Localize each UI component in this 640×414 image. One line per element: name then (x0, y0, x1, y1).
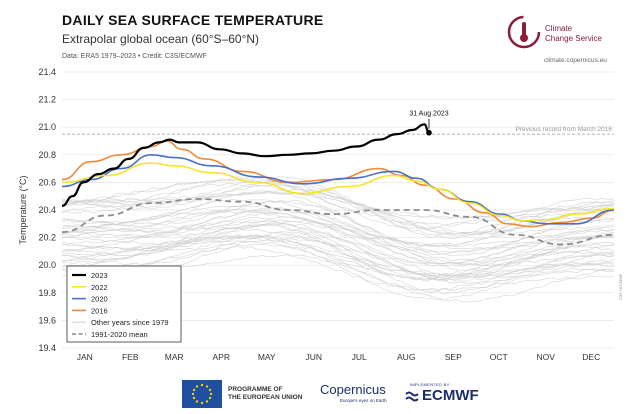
brand-name: Climate Change Service (545, 24, 623, 44)
side-credit: C3S / ECMWF (618, 273, 623, 300)
other-year-line (61, 179, 615, 220)
legend-label: 1991-2020 mean (91, 330, 148, 339)
x-tick-label-aug: AUG (397, 352, 415, 362)
other-year-line (61, 236, 615, 278)
chart-subtitle: Extrapolar global ocean (60°S–60°N) (62, 32, 260, 46)
other-year-line (61, 204, 615, 248)
y-tick-label: 21.2 (38, 95, 56, 105)
ecmwf-implemented-by: IMPLEMENTED BY (410, 382, 450, 387)
ecmwf-logo: ECMWF (422, 387, 479, 404)
climate-change-service-logo[interactable]: Climate Change Service climate.copernicu… (506, 14, 626, 64)
series-line-2023 (61, 123, 430, 207)
y-tick-label: 20.8 (38, 150, 56, 160)
other-year-line (61, 210, 615, 250)
other-year-line (61, 223, 615, 277)
other-year-line (62, 224, 615, 282)
other-year-line (61, 210, 615, 265)
y-axis-label: Temperature (°C) (18, 175, 28, 244)
other-year-line (61, 175, 615, 236)
y-tick-label: 19.6 (38, 315, 56, 325)
other-year-line (61, 191, 614, 237)
series-line-1991-2020-mean (61, 198, 615, 246)
legend-box (66, 265, 182, 343)
x-tick-label-oct: OCT (490, 352, 508, 362)
x-tick-label-feb: FEB (122, 352, 139, 362)
brand-name-line1: Climate (545, 24, 573, 33)
brand-url[interactable]: climate.copernicus.eu (544, 57, 607, 64)
y-tick-label: 20.2 (38, 233, 56, 243)
other-year-line (61, 231, 615, 279)
last-point-marker (426, 129, 432, 136)
y-tick-label: 20.6 (38, 177, 56, 187)
ecmwf-wave-icon (405, 391, 419, 402)
eu-line1: PROGRAMME OF (228, 386, 283, 393)
x-tick-label-sep: SEP (445, 352, 462, 362)
x-tick-label-jul: JUL (352, 352, 367, 362)
other-year-line (61, 245, 615, 292)
other-year-line (61, 208, 615, 253)
x-tick-label-may: MAY (258, 352, 276, 362)
y-tick-label: 20.0 (38, 260, 56, 270)
eu-line2: THE EUROPEAN UNION (228, 394, 303, 401)
other-year-line (61, 240, 615, 282)
footer-logos: PROGRAMME OF THE EUROPEAN UNION Copernic… (0, 378, 640, 410)
eu-flag-icon (182, 380, 222, 408)
x-tick-label-jun: JUN (305, 352, 322, 362)
eu-programme-text: PROGRAMME OF THE EUROPEAN UNION (228, 386, 302, 402)
series-line-2022 (61, 162, 615, 222)
copernicus-logo: Copernicus (320, 382, 386, 397)
x-tick-label-apr: APR (212, 352, 229, 362)
x-tick-label-nov: NOV (537, 352, 556, 362)
legend-label: 2022 (91, 283, 108, 292)
brand-name-line2: Change Service (545, 34, 602, 43)
copernicus-tagline: Europe's eyes on Earth (340, 398, 387, 403)
y-tick-label: 19.8 (38, 288, 56, 298)
other-year-line (61, 234, 615, 276)
previous-record-label: Previous record from March 2016 (516, 126, 613, 133)
annotation-label: 31 Aug 2023 (409, 111, 448, 118)
data-source: Data: ERA5 1979–2023 • Credit: C3S/ECMWF (62, 53, 207, 60)
sst-line-chart: 19.4 19.6 19.8 20.0 20.2 20.4 20.6 20.8 21.0 21.2… (18, 67, 615, 362)
other-year-line (61, 223, 615, 279)
thermometer-globe-icon (507, 15, 541, 49)
legend-label: 2023 (91, 271, 108, 280)
x-tick-label-mar: MAR (165, 352, 184, 362)
other-year-line (61, 177, 615, 220)
x-tick-label-dec: DEC (582, 352, 600, 362)
legend-label: 2016 (91, 306, 108, 315)
other-year-line (61, 216, 615, 262)
legend-label: Other years since 1979 (91, 318, 169, 327)
legend-label: 2020 (91, 295, 108, 304)
y-tick-label: 21.0 (38, 122, 56, 132)
y-tick-label: 19.4 (38, 343, 56, 353)
y-tick-label: 20.4 (38, 205, 56, 215)
other-year-line (61, 209, 615, 265)
y-tick-label: 21.4 (38, 67, 56, 77)
series-line-2016 (61, 140, 615, 228)
chart-title: DAILY SEA SURFACE TEMPERATURE (62, 12, 324, 28)
other-year-line (61, 176, 615, 230)
x-tick-label-jan: JAN (77, 352, 93, 362)
other-year-line (61, 189, 615, 236)
other-year-line (61, 183, 615, 226)
